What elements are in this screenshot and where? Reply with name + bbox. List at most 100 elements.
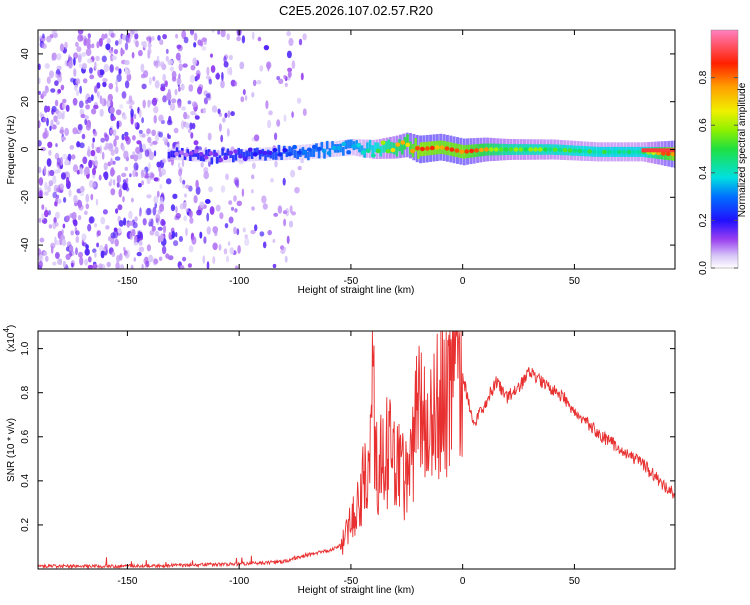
noise-speckle [116, 182, 120, 188]
ridge-band [197, 152, 200, 160]
noise-speckle [97, 230, 101, 237]
noise-speckle [296, 97, 302, 104]
noise-speckle [183, 111, 188, 120]
ridge-band [376, 142, 380, 153]
ridge-band [277, 144, 281, 153]
noise-speckle [193, 32, 198, 41]
ridge-core [243, 156, 248, 162]
noise-speckle [100, 216, 106, 225]
ridge-core [400, 140, 406, 145]
noise-speckle [207, 132, 212, 141]
noise-speckle [38, 254, 44, 262]
noise-speckle [106, 261, 111, 268]
noise-speckle [181, 159, 185, 168]
noise-speckle [153, 177, 159, 182]
noise-speckle [50, 119, 54, 128]
noise-speckle [130, 116, 134, 125]
noise-speckle [283, 75, 287, 79]
noise-speckle [223, 56, 227, 63]
noise-speckle [175, 232, 178, 238]
noise-speckle [251, 92, 255, 98]
ridge-core [257, 149, 263, 155]
noise-speckle [225, 173, 229, 181]
ridge-band [360, 145, 364, 155]
noise-speckle [87, 58, 93, 64]
noise-speckle [182, 256, 187, 262]
noise-speckle [81, 233, 87, 242]
ridge-core [587, 149, 592, 154]
noise-speckle [159, 61, 165, 68]
noise-speckle [65, 215, 70, 222]
noise-speckle [300, 158, 305, 164]
noise-speckle [62, 98, 67, 104]
noise-speckle [270, 178, 274, 183]
noise-speckle [118, 104, 124, 109]
noise-speckle [38, 260, 43, 269]
noise-speckle [40, 147, 46, 152]
ridge-core [326, 151, 332, 156]
ridge-core [184, 152, 189, 157]
noise-speckle [140, 63, 145, 73]
noise-speckle [128, 31, 133, 40]
noise-speckle [78, 100, 84, 109]
ridge-core [277, 152, 283, 157]
noise-speckle [242, 227, 246, 233]
y-tick-label: 1.0 [20, 341, 31, 355]
noise-speckle [149, 230, 155, 236]
noise-speckle [75, 230, 80, 236]
noise-speckle [211, 30, 215, 33]
noise-speckle [79, 256, 84, 266]
noise-speckle [178, 236, 183, 242]
noise-speckle [102, 209, 108, 215]
noise-speckle [205, 199, 211, 204]
noise-speckle [208, 78, 212, 85]
noise-speckle [73, 194, 78, 204]
ridge-band [390, 142, 393, 154]
noise-speckle [42, 132, 48, 139]
ridge-band [374, 142, 377, 153]
noise-speckle [91, 108, 97, 115]
noise-speckle [124, 42, 129, 51]
noise-speckle [122, 34, 126, 41]
noise-speckle [85, 244, 89, 250]
noise-speckle [106, 98, 111, 108]
noise-speckle [157, 62, 161, 67]
noise-speckle [133, 235, 138, 244]
noise-speckle [226, 255, 229, 263]
noise-speckle [133, 257, 136, 262]
ridge-core [233, 149, 239, 154]
x-tick-label: -150 [117, 576, 137, 587]
ridge-halo [207, 150, 211, 163]
noise-speckle [72, 97, 78, 106]
noise-speckle [252, 162, 256, 169]
noise-speckle [92, 167, 96, 176]
noise-speckle [267, 229, 273, 236]
ridge-core [592, 149, 597, 154]
noise-speckle [115, 79, 118, 87]
noise-speckle [108, 49, 114, 54]
noise-speckle [220, 80, 225, 89]
noise-speckle [272, 238, 276, 243]
ridge-core [616, 149, 622, 155]
noise-speckle [172, 142, 176, 150]
noise-speckle [197, 86, 203, 95]
noise-speckle [288, 220, 294, 228]
noise-speckle [99, 108, 104, 117]
noise-speckle [133, 30, 138, 34]
noise-speckle [138, 246, 145, 253]
noise-speckle [44, 209, 49, 218]
ridge-core [572, 148, 578, 153]
ridge-core [459, 149, 465, 154]
noise-speckle [226, 33, 230, 41]
noise-speckle [95, 198, 99, 206]
noise-speckle [122, 179, 127, 184]
ridge-core [670, 152, 675, 157]
noise-speckle [265, 100, 269, 110]
ridge-band [304, 149, 307, 158]
noise-speckle [75, 41, 79, 48]
ridge-band [272, 152, 275, 160]
ridge-core [567, 148, 573, 153]
noise-speckle [94, 223, 97, 228]
ridge-band [368, 139, 372, 150]
noise-speckle [131, 197, 134, 203]
